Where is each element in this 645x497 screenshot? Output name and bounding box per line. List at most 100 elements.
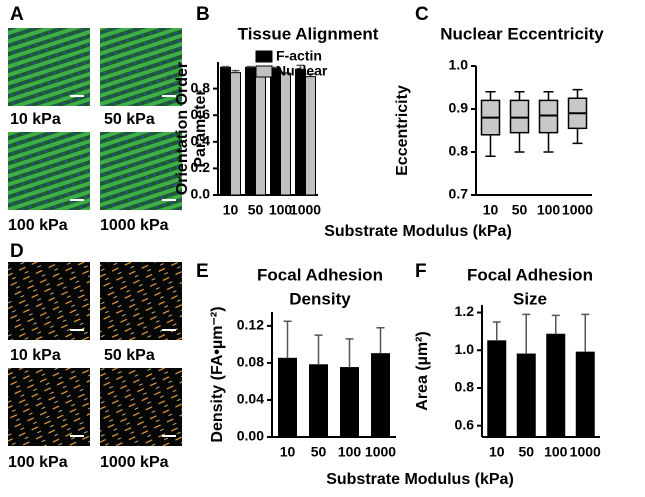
- panel-label: D: [10, 241, 24, 262]
- image-label: 50 kPa: [104, 347, 155, 364]
- chart-title: Density: [289, 289, 351, 308]
- micrograph: [100, 28, 182, 106]
- y-tick-label: 0.8: [191, 79, 211, 95]
- error-bar: [296, 64, 305, 70]
- image-label: 1000 kPa: [100, 454, 169, 471]
- bar: [305, 76, 316, 196]
- image-label: 10 kPa: [10, 347, 61, 364]
- x-tick-label: 10: [483, 202, 499, 218]
- x-tick-label: 100: [269, 202, 293, 218]
- panel-label: C: [415, 4, 429, 25]
- chart-title: Focal Adhesion: [257, 265, 383, 284]
- legend-swatch: [255, 65, 273, 78]
- x-tick-label: 10: [223, 202, 239, 218]
- box: [509, 99, 530, 134]
- error-bar: [581, 313, 590, 353]
- panel-label: F: [415, 261, 427, 282]
- panel-label: A: [10, 4, 24, 25]
- y-axis-label: Orientation Order: [174, 62, 191, 195]
- box: [538, 99, 559, 134]
- x-axis-label: Substrate Modulus (kPa): [326, 471, 514, 488]
- y-tick-label: 0.00: [237, 428, 264, 444]
- x-tick-label: 100: [338, 444, 362, 460]
- panel-label: E: [196, 261, 209, 282]
- error-bar: [492, 321, 501, 341]
- y-axis-label: Parameter: [192, 89, 209, 167]
- y-axis-label: Eccentricity: [394, 85, 411, 176]
- bar: [575, 351, 595, 438]
- bar: [270, 67, 281, 196]
- micrograph: [100, 368, 182, 446]
- x-tick-label: 10: [280, 444, 296, 460]
- x-tick-label: 50: [311, 444, 327, 460]
- y-tick-label: 1.0: [455, 341, 475, 357]
- y-tick-label: 1.2: [455, 303, 475, 319]
- error-bar: [231, 69, 240, 73]
- x-tick-label: 50: [518, 444, 534, 460]
- chart-title: Size: [513, 289, 547, 308]
- bar: [278, 357, 297, 438]
- x-tick-label: 50: [248, 202, 264, 218]
- x-tick-label: 1000: [290, 202, 321, 218]
- error-bar: [522, 313, 531, 355]
- error-bar: [246, 65, 255, 68]
- y-tick-label: 0.8: [449, 143, 469, 159]
- image-label: 1000 kPa: [100, 217, 169, 234]
- error-bar: [376, 326, 385, 354]
- error-bar: [283, 320, 292, 359]
- bar: [371, 353, 390, 438]
- y-tick-label: 1.0: [449, 57, 469, 73]
- y-tick-label: 0.12: [237, 317, 264, 333]
- error-bar: [314, 334, 323, 365]
- bar: [220, 66, 231, 196]
- x-tick-label: 1000: [562, 202, 593, 218]
- micrograph: [8, 28, 90, 106]
- image-label: 50 kPa: [104, 111, 155, 128]
- bar: [516, 353, 536, 438]
- bar: [546, 333, 566, 438]
- legend-label: F-actin: [276, 48, 322, 64]
- y-tick-label: 0.4: [191, 133, 211, 149]
- image-label: 100 kPa: [8, 454, 68, 471]
- y-tick-label: 0.9: [449, 100, 469, 116]
- chart-title: Tissue Alignment: [238, 24, 379, 43]
- x-tick-label: 100: [544, 444, 568, 460]
- y-tick-label: 0.6: [191, 106, 211, 122]
- micrograph: [100, 132, 182, 210]
- error-bar: [306, 73, 315, 77]
- y-tick-label: 0.0: [191, 186, 211, 202]
- panel-label: B: [196, 4, 210, 25]
- y-tick-label: 0.7: [449, 186, 469, 202]
- bar: [280, 72, 291, 196]
- micrograph: [8, 262, 90, 340]
- error-bar: [221, 65, 230, 68]
- y-tick-label: 0.04: [237, 391, 264, 407]
- bar: [245, 66, 256, 196]
- bar: [230, 72, 241, 196]
- bar: [309, 364, 328, 438]
- legend-swatch: [255, 50, 273, 63]
- error-bar: [551, 314, 560, 335]
- x-tick-label: 1000: [570, 444, 601, 460]
- image-label: 100 kPa: [8, 217, 68, 234]
- micrograph: [8, 368, 90, 446]
- bar: [295, 68, 306, 196]
- bar: [255, 73, 266, 196]
- y-tick-label: 0.08: [237, 354, 264, 370]
- error-bar: [271, 66, 280, 69]
- y-tick-label: 0.8: [455, 379, 475, 395]
- error-bar: [345, 338, 354, 368]
- image-label: 10 kPa: [10, 111, 61, 128]
- y-axis-label: Density (FA•µm⁻²): [209, 306, 226, 442]
- micrograph: [8, 132, 90, 210]
- chart-title: Nuclear Eccentricity: [440, 24, 604, 43]
- y-tick-label: 0.2: [191, 159, 211, 175]
- y-axis-label: Area (µm²): [414, 331, 431, 410]
- legend-label: Nuclear: [276, 63, 328, 79]
- bar: [487, 340, 507, 438]
- y-tick-label: 0.6: [455, 416, 475, 432]
- bar: [340, 367, 359, 438]
- x-tick-label: 50: [512, 202, 528, 218]
- chart-title: Focal Adhesion: [467, 265, 593, 284]
